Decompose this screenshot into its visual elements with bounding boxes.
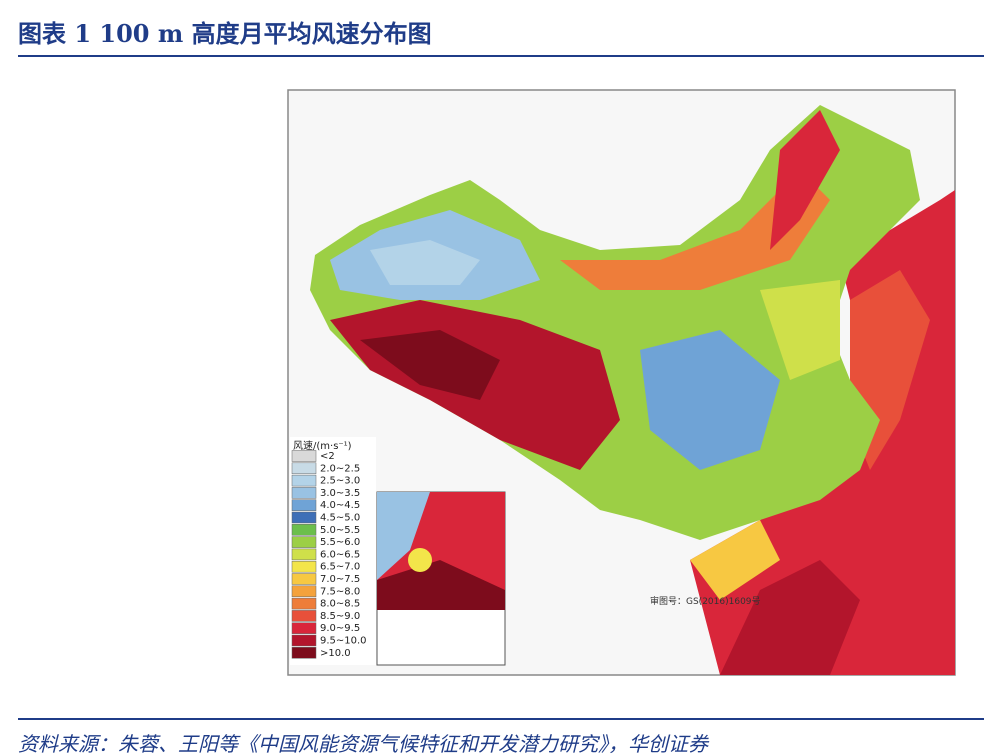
legend-label: 8.5~9.0 xyxy=(320,611,360,622)
ridge xyxy=(770,110,840,250)
plateau xyxy=(360,330,500,400)
title-rule xyxy=(18,55,984,57)
legend-label: 7.0~7.5 xyxy=(320,574,360,585)
legend-label: 6.0~6.5 xyxy=(320,549,360,560)
sea-region xyxy=(690,520,780,600)
approval-number: 审图号：GS(2016)1609号 xyxy=(650,595,761,607)
legend-title: 风速/(m·s⁻¹) xyxy=(293,440,352,452)
ridge xyxy=(560,170,830,290)
legend-label: 2.0~2.5 xyxy=(320,463,360,474)
legend: 风速/(m·s⁻¹) <22.0~2.5 2.5~3.03.0~3.54.0~4.… xyxy=(290,437,376,665)
legend-swatch xyxy=(291,499,317,511)
legend-label: 5.0~5.5 xyxy=(320,525,360,536)
legend-label: <2 xyxy=(320,451,335,462)
legend-swatch xyxy=(291,450,317,462)
legend-swatch xyxy=(291,610,317,622)
legend-label: 7.5~8.0 xyxy=(320,586,360,597)
legend-swatch xyxy=(291,487,317,499)
plain xyxy=(760,280,840,380)
legend-swatch xyxy=(291,573,317,585)
legend-swatch xyxy=(291,524,317,536)
legend-label: 9.5~10.0 xyxy=(320,636,367,647)
basin xyxy=(370,240,480,285)
source-note: 资料来源：朱蓉、王阳等《中国风能资源气候特征和开发潜力研究》，华创证券 xyxy=(18,732,708,756)
legend-swatch xyxy=(291,474,317,487)
legend-label: 9.0~9.5 xyxy=(320,623,360,634)
basin xyxy=(640,330,780,470)
legend-swatch xyxy=(291,647,317,659)
legend-swatch xyxy=(291,634,317,647)
legend-swatch xyxy=(291,597,317,610)
legend-label: 4.5~5.0 xyxy=(320,513,360,524)
figure-title: 图表 1 100 m 高度月平均风速分布图 xyxy=(18,19,432,48)
legend-label: 4.0~4.5 xyxy=(320,500,360,511)
legend-swatch xyxy=(291,511,317,524)
legend-label: 5.5~6.0 xyxy=(320,537,360,548)
inset-land xyxy=(377,492,430,580)
inset-sea xyxy=(377,560,505,610)
legend-label: 2.5~3.0 xyxy=(320,476,360,487)
legend-label: 6.5~7.0 xyxy=(320,562,360,573)
legend-swatch xyxy=(291,462,317,475)
legend-label: >10.0 xyxy=(320,648,351,659)
legend-swatch xyxy=(291,548,317,561)
sea-region xyxy=(720,560,860,675)
legend-label: 3.0~3.5 xyxy=(320,488,360,499)
legend-swatch xyxy=(291,585,317,598)
legend-label: 8.0~8.5 xyxy=(320,599,360,610)
inset-sea xyxy=(408,548,432,572)
legend-swatch xyxy=(291,622,317,634)
legend-swatch xyxy=(291,560,317,573)
footer-rule xyxy=(18,718,984,720)
legend-swatch xyxy=(291,536,317,548)
